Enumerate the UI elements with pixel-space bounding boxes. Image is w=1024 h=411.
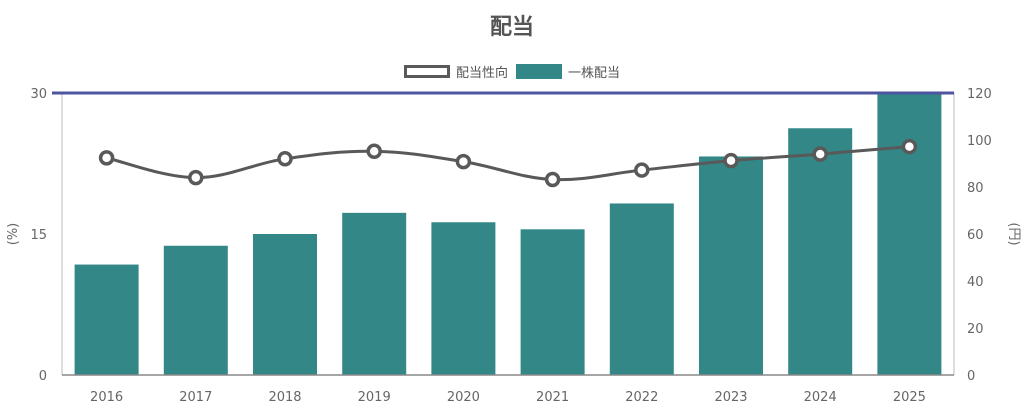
y-left-axis-label: (%)	[6, 223, 21, 246]
bar-2020	[431, 222, 496, 375]
line-point-2024	[812, 146, 828, 162]
x-tick-2023: 2023	[714, 390, 747, 405]
y-right-tick-40: 40	[967, 275, 984, 290]
y-right-tick-60: 60	[967, 228, 984, 243]
bar-2017	[163, 245, 228, 375]
line-point-2016	[98, 150, 115, 166]
x-tick-2025: 2025	[893, 390, 926, 405]
bar-2019	[342, 212, 407, 375]
legend-item-payout-ratio[interactable]: 配当性向	[403, 62, 508, 81]
x-tick-2019: 2019	[358, 390, 391, 405]
y-right-axis-label: (円)	[1006, 222, 1021, 245]
line-point-2021	[544, 171, 561, 188]
x-tick-2024: 2024	[804, 390, 837, 405]
y-right-tick-20: 20	[967, 322, 984, 337]
line-point-2019	[366, 143, 382, 160]
y-left-tick-30: 30	[30, 87, 47, 102]
legend-line-swatch	[403, 65, 450, 78]
bar-2025	[877, 93, 942, 375]
bar-2018	[253, 234, 317, 375]
bar-2016	[74, 264, 139, 375]
y-left-tick-15: 15	[30, 228, 47, 243]
payout-ratio-line	[106, 145, 910, 182]
x-tick-2018: 2018	[268, 390, 301, 405]
y-right-tick-120: 120	[967, 87, 992, 102]
x-tick-2020: 2020	[447, 390, 480, 405]
bar-2023	[699, 156, 763, 375]
line-point-2023	[723, 152, 739, 169]
y-right-tick-100: 100	[967, 134, 992, 149]
y-right-tick-80: 80	[967, 181, 984, 196]
legend-label-dividend-per-share: 一株配当	[568, 66, 621, 81]
legend-label-payout-ratio: 配当性向	[455, 66, 508, 81]
bar-2021	[520, 229, 585, 375]
line-point-2025	[901, 138, 918, 155]
y-right-tick-0: 0	[967, 369, 975, 384]
legend-item-dividend-per-share[interactable]: 一株配当	[516, 62, 620, 81]
legend[interactable]: 配当性向 一株配当	[0, 62, 1024, 81]
x-tick-2016: 2016	[90, 390, 123, 405]
x-tick-2022: 2022	[625, 390, 658, 405]
legend-bar-swatch	[516, 64, 562, 79]
line-point-2017	[188, 169, 204, 186]
chart-title: 配当	[489, 15, 534, 40]
bar-2022	[609, 203, 674, 375]
y-left-tick-0: 0	[39, 369, 47, 384]
x-tick-2021: 2021	[536, 390, 569, 405]
x-tick-2017: 2017	[179, 390, 212, 405]
line-point-2020	[455, 153, 472, 170]
line-point-2018	[277, 151, 293, 167]
bar-2024	[788, 128, 853, 375]
line-point-2022	[634, 162, 650, 178]
